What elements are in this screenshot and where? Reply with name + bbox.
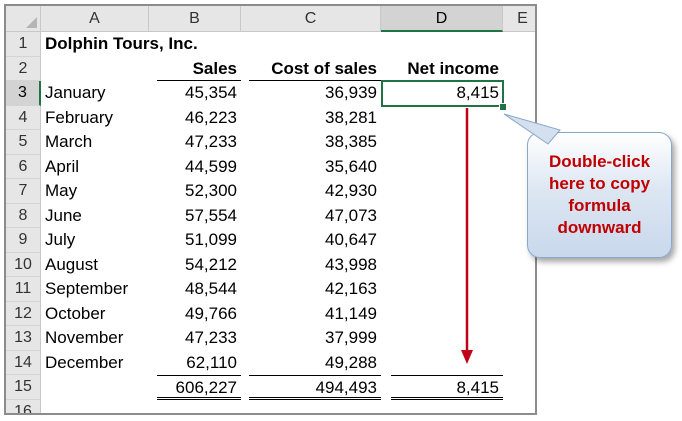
copy-down-arrow-head <box>461 350 473 364</box>
callout-pointer <box>504 114 560 144</box>
